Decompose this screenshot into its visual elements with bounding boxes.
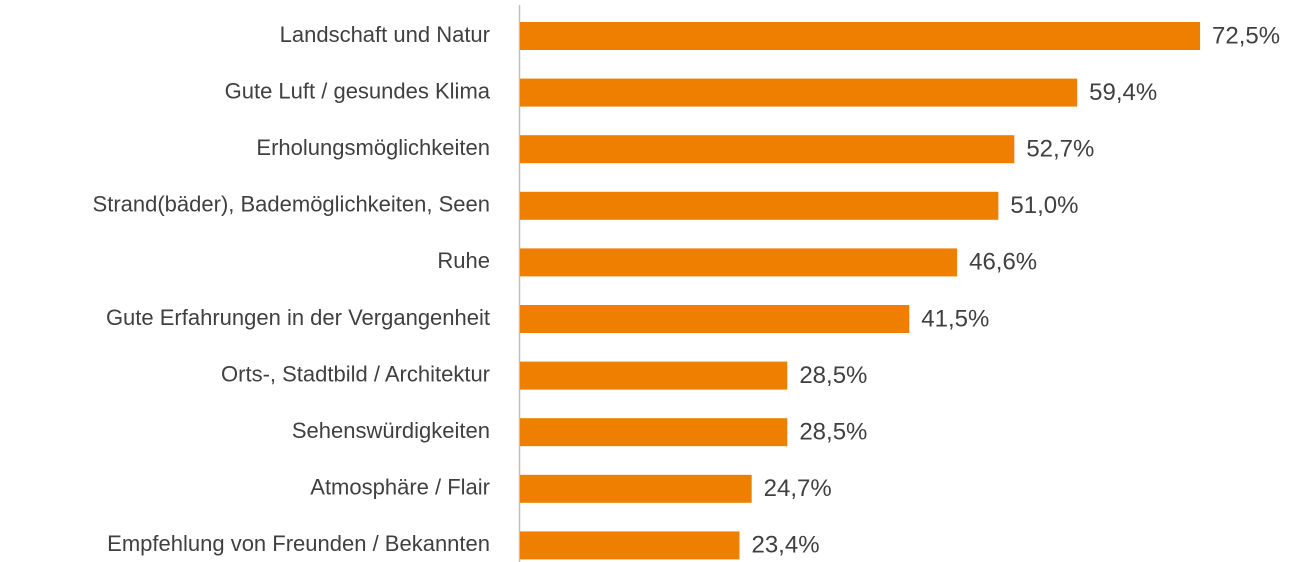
category-label: Empfehlung von Freunden / Bekannten [107, 531, 490, 556]
bar [520, 191, 999, 220]
bar [520, 135, 1015, 164]
bar [520, 361, 788, 390]
value-label: 23,4% [751, 532, 819, 559]
category-label: Orts-, Stadtbild / Architektur [221, 361, 490, 386]
bar [520, 418, 788, 447]
category-label: Gute Erfahrungen in der Vergangenheit [106, 305, 490, 330]
value-label: 52,7% [1026, 136, 1094, 163]
category-label: Erholungsmöglichkeiten [256, 135, 490, 160]
category-label: Atmosphäre / Flair [310, 475, 490, 500]
value-label: 59,4% [1089, 79, 1157, 106]
category-label: Strand(bäder), Bademöglichkeiten, Seen [93, 192, 490, 217]
bar [520, 531, 740, 560]
value-label: 28,5% [799, 362, 867, 389]
bar [520, 78, 1078, 107]
category-label: Landschaft und Natur [280, 22, 490, 47]
bar [520, 22, 1201, 50]
value-label: 41,5% [921, 305, 989, 332]
category-label: Gute Luft / gesundes Klima [225, 78, 491, 103]
value-label: 24,7% [764, 475, 832, 502]
value-label: 28,5% [799, 419, 867, 446]
value-label: 72,5% [1212, 22, 1280, 49]
bar [520, 305, 910, 333]
bar [520, 474, 752, 503]
bar [520, 248, 958, 277]
value-label: 46,6% [969, 249, 1037, 276]
category-label: Ruhe [437, 248, 490, 273]
category-label: Sehenswürdigkeiten [292, 418, 490, 443]
value-label: 51,0% [1010, 192, 1078, 219]
